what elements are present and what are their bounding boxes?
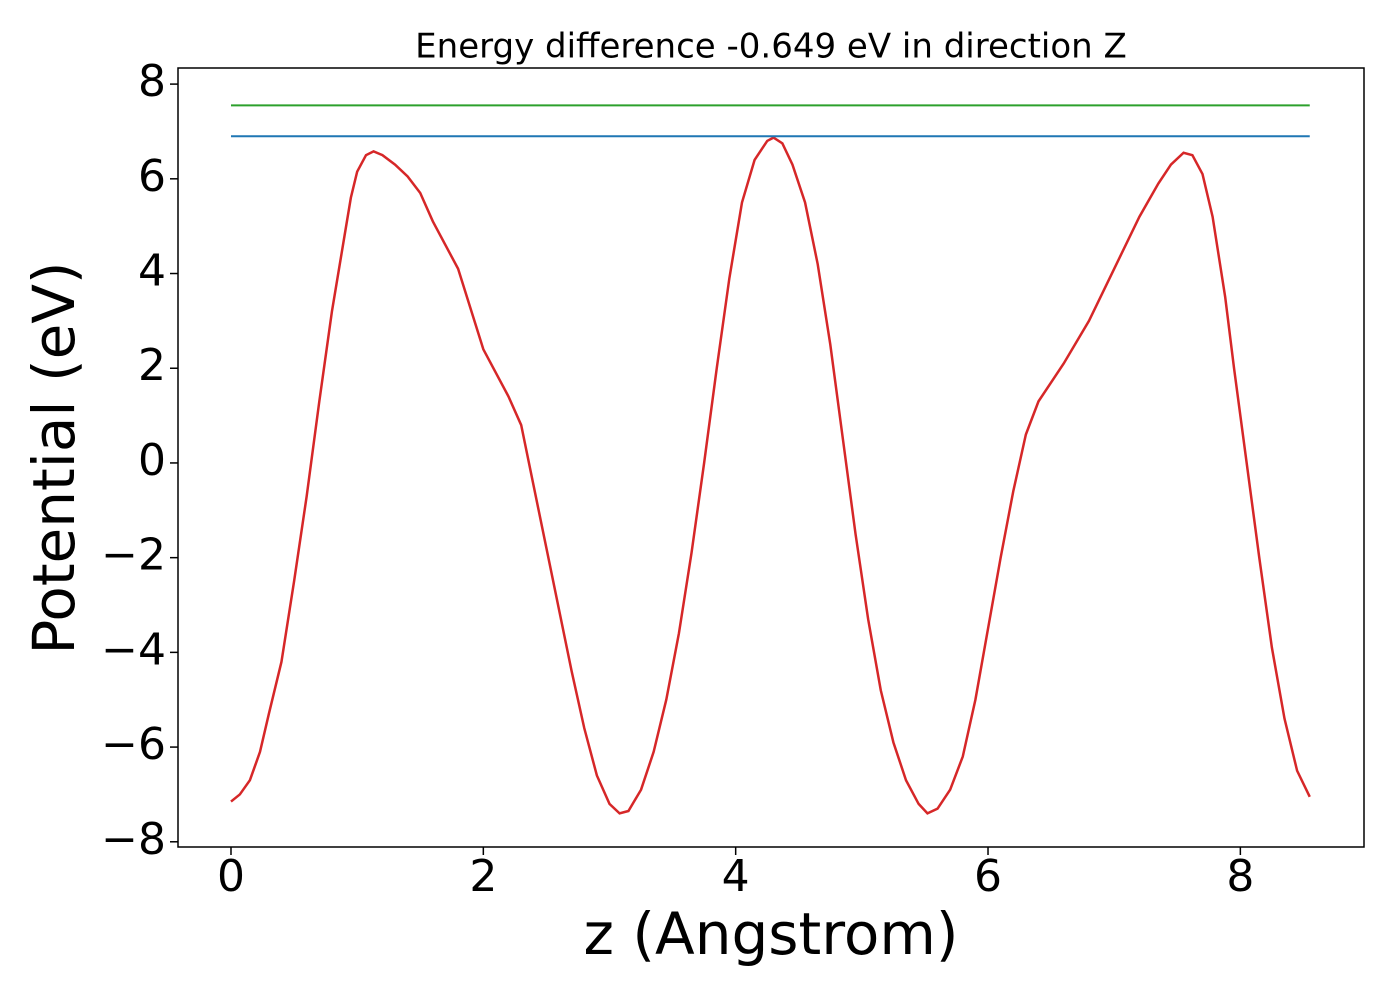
y-tick-label: 4 [138, 246, 166, 297]
series-line [230, 136, 1311, 815]
y-tick-label: −4 [101, 624, 166, 675]
y-tick-label: 6 [138, 151, 166, 202]
y-tick-label: −8 [101, 814, 166, 865]
x-tick-label: 6 [974, 851, 1002, 902]
x-tick-label: 4 [722, 851, 750, 902]
x-tick-label: 0 [217, 851, 245, 902]
plot-frame [177, 67, 1365, 848]
x-tick-label: 8 [1226, 851, 1254, 902]
y-tick-label: −6 [101, 719, 166, 770]
y-axis-label: Potential (eV) [20, 261, 88, 654]
y-tick-label: −2 [101, 530, 166, 581]
y-tick-label: 2 [138, 340, 166, 391]
y-tick-label: 8 [138, 56, 166, 107]
x-tick-label: 2 [469, 851, 497, 902]
chart-title: Energy difference -0.649 eV in direction… [415, 27, 1127, 67]
x-axis-label: z (Angstrom) [584, 900, 959, 968]
y-tick-label: 0 [138, 435, 166, 486]
